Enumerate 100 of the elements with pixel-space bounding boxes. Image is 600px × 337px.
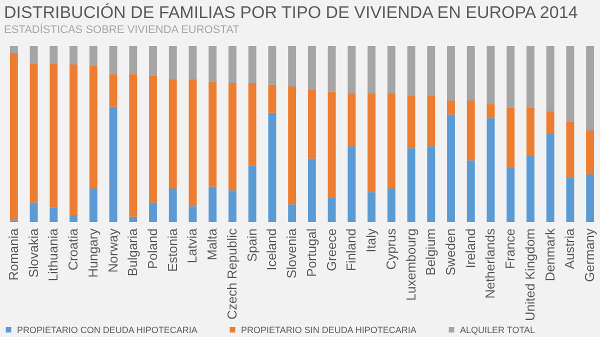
x-tick-label: Slovakia xyxy=(26,228,41,278)
bar xyxy=(586,130,594,174)
bar xyxy=(368,94,376,192)
bar xyxy=(70,64,78,215)
bar xyxy=(328,197,336,222)
x-tick-label: Denmark xyxy=(542,228,558,282)
bar xyxy=(30,64,38,203)
bar xyxy=(268,112,276,222)
bar xyxy=(109,74,118,107)
x-tick-label: United Kingdom xyxy=(522,228,538,321)
bar xyxy=(427,146,436,222)
bar xyxy=(308,158,316,222)
bar xyxy=(466,160,475,222)
bar xyxy=(188,206,197,222)
bar xyxy=(387,94,396,189)
bar xyxy=(407,148,416,222)
bar xyxy=(30,46,38,64)
bar xyxy=(288,86,296,204)
bar xyxy=(149,46,157,76)
bar xyxy=(566,122,574,178)
bar xyxy=(89,65,98,189)
x-tick-label: Germany xyxy=(582,228,598,282)
bar xyxy=(486,46,495,104)
legend-label: ALQUILER TOTAL xyxy=(460,324,536,335)
bar xyxy=(407,46,416,96)
bar xyxy=(486,104,495,118)
x-tick-label: Bulgaria xyxy=(125,228,140,276)
bar xyxy=(248,166,256,222)
bar xyxy=(447,100,455,115)
chart-subtitle: ESTADÍSTICAS SOBRE VIVIENDA EUROSTAT xyxy=(4,23,240,36)
x-tick-label: Lithuania xyxy=(46,228,61,282)
bar xyxy=(387,188,396,222)
bar xyxy=(268,46,276,85)
x-tick-label: Belgium xyxy=(423,228,438,276)
bar xyxy=(129,46,138,74)
bar xyxy=(168,188,177,222)
x-tick-label: Luxembourg xyxy=(403,228,418,301)
bar xyxy=(168,79,177,189)
x-tick-label: Romania xyxy=(6,228,21,281)
bar xyxy=(50,64,58,208)
bar xyxy=(129,216,138,222)
bar xyxy=(208,46,217,82)
x-tick-label: Poland xyxy=(145,228,160,269)
x-tick-label: Norway xyxy=(105,228,120,273)
bar xyxy=(466,100,475,160)
x-tick-label: Ireland xyxy=(462,228,478,268)
x-tick-label: Latvia xyxy=(184,228,200,264)
x-tick-label: Croatia xyxy=(66,228,81,270)
bar xyxy=(228,82,236,190)
x-tick-label: Sweden xyxy=(443,228,458,276)
bar xyxy=(407,95,416,148)
bar xyxy=(288,46,296,86)
chart-title: DISTRIBUCIÓN DE FAMILIAS POR TIPO DE VIVIENDA EN EUROPA 2014 xyxy=(4,3,578,22)
bar xyxy=(50,46,58,64)
bar xyxy=(387,46,396,94)
bar xyxy=(546,134,554,222)
bar xyxy=(526,108,534,156)
x-tick-label: Iceland xyxy=(264,228,280,270)
legend-label: PROPIETARIO CON DEUDA HIPOTECARIA xyxy=(17,324,198,335)
bar xyxy=(248,46,256,83)
bar xyxy=(566,46,574,122)
bar xyxy=(506,46,515,108)
bar xyxy=(228,190,236,222)
bar xyxy=(427,46,436,96)
bar xyxy=(129,74,138,217)
x-tick-label: Hungary xyxy=(85,228,100,278)
x-tick-label: Greece xyxy=(324,228,339,272)
bar xyxy=(506,167,515,222)
bar xyxy=(10,46,18,54)
bar xyxy=(50,208,58,222)
bar xyxy=(368,46,376,94)
bar xyxy=(348,146,356,222)
bar xyxy=(30,202,38,222)
bar xyxy=(70,214,78,222)
bar xyxy=(208,81,217,187)
x-tick-label: Slovenia xyxy=(284,228,300,278)
bar xyxy=(486,118,495,222)
x-tick-label: Finland xyxy=(344,228,359,272)
bar xyxy=(586,174,594,222)
bar xyxy=(208,186,217,222)
x-tick-label: Estonia xyxy=(164,228,180,272)
x-tick-label: Cyprus xyxy=(383,228,398,270)
bar xyxy=(70,46,78,64)
bar xyxy=(149,202,157,222)
x-tick-label: Netherlands xyxy=(482,228,498,299)
bar xyxy=(368,192,376,222)
bar xyxy=(308,90,316,159)
bar xyxy=(89,188,98,222)
x-tick-label: Czech Republic xyxy=(224,228,240,320)
bar xyxy=(586,46,594,130)
bar xyxy=(348,46,356,94)
x-tick-label: Italy xyxy=(364,228,379,252)
bar xyxy=(109,46,118,74)
bar xyxy=(328,92,336,198)
bar xyxy=(268,84,276,113)
bar xyxy=(10,53,18,220)
bar xyxy=(188,79,197,206)
x-tick-label: Spain xyxy=(244,228,260,262)
bar xyxy=(546,111,554,134)
bar xyxy=(427,95,436,146)
